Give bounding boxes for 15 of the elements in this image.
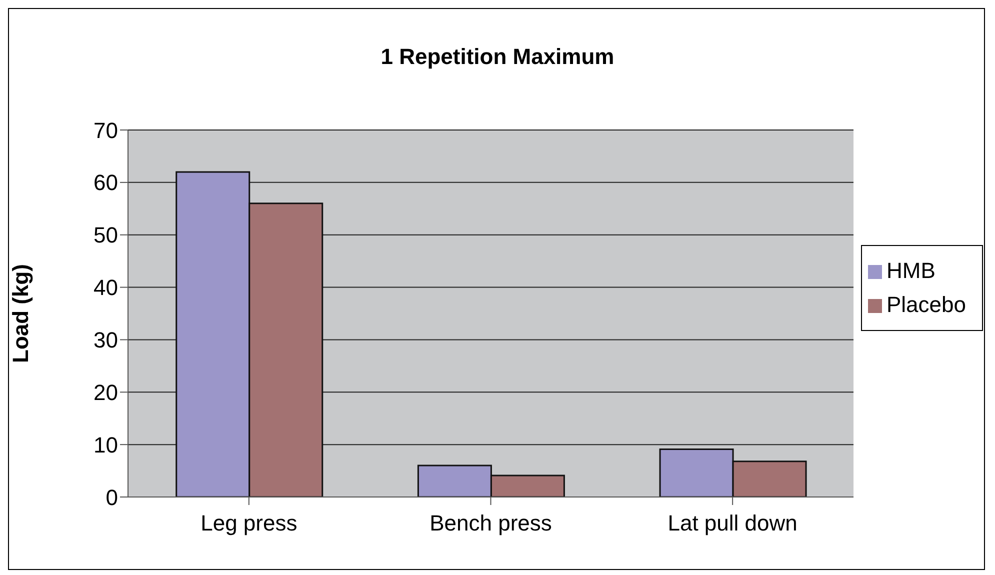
legend-label: HMB [886, 258, 936, 282]
y-tick-label: 10 [94, 432, 118, 458]
x-tick-label: Lat pull down [668, 510, 798, 536]
x-tick-label: Leg press [200, 510, 298, 536]
y-tick-label: 40 [94, 275, 118, 300]
y-tick-label: 70 [94, 118, 118, 143]
y-tick-label: 50 [94, 222, 118, 248]
y-tick-label: 30 [94, 328, 118, 353]
x-tick-label: Bench press [430, 510, 552, 536]
y-tick-label: 20 [94, 380, 118, 405]
y-axis-title: Load (kg) [8, 264, 33, 363]
chart-title: 1 Repetition Maximum [380, 44, 616, 70]
y-tick-label: 0 [106, 484, 118, 510]
legend-label: Placebo [886, 292, 966, 316]
y-tick-label: 60 [94, 170, 118, 196]
